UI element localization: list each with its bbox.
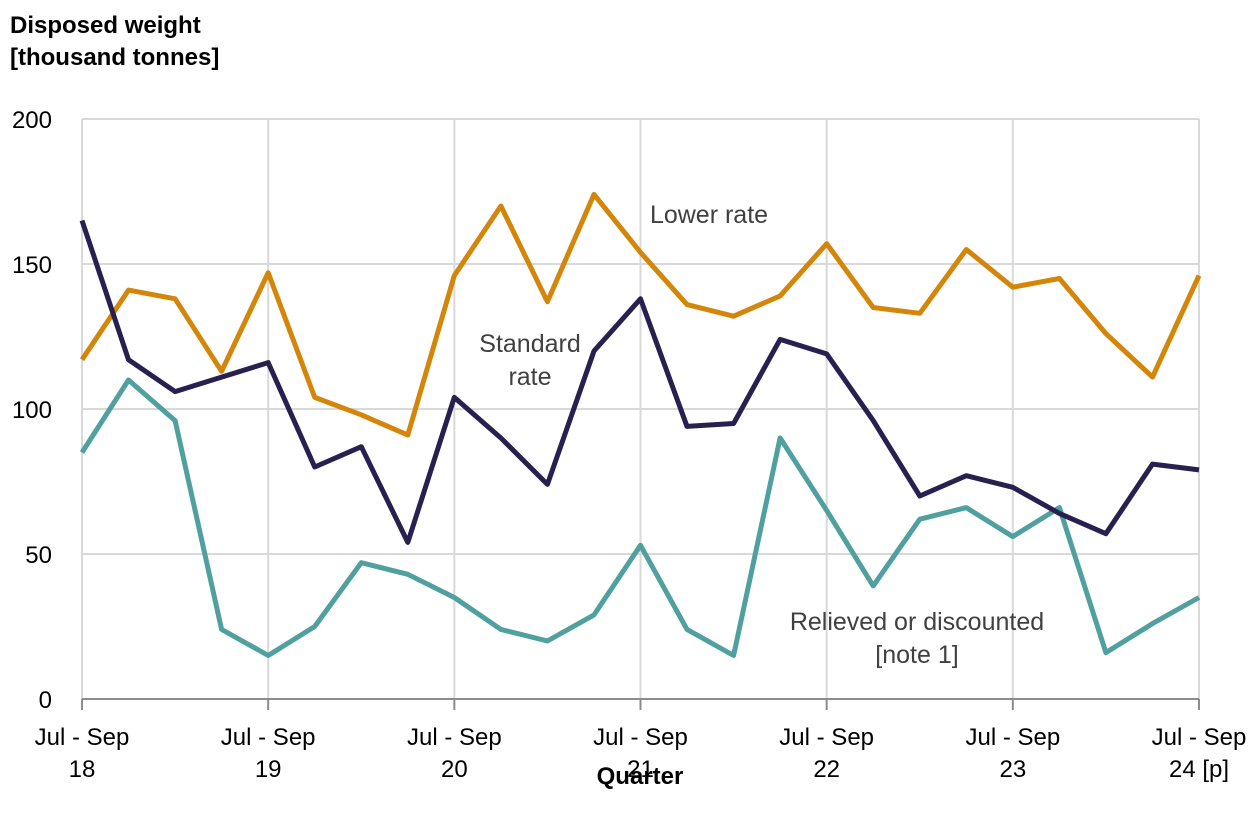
grid bbox=[81, 118, 1200, 699]
y-tick-label: 50 bbox=[25, 542, 52, 569]
x-tick-label-line1: Jul - Sep bbox=[221, 724, 316, 751]
x-tick-label-line2: 20 bbox=[441, 756, 468, 783]
series-lines bbox=[79, 191, 1202, 658]
y-tick-label: 150 bbox=[12, 252, 52, 279]
x-tick-label-line2: 19 bbox=[255, 756, 282, 783]
x-tick-label-line1: Jul - Sep bbox=[965, 724, 1060, 751]
series-line-lower bbox=[79, 191, 1202, 438]
series-label-relieved: [note 1] bbox=[875, 641, 958, 669]
x-axis-title: Quarter bbox=[597, 763, 684, 790]
y-tick-label: 100 bbox=[12, 397, 52, 424]
x-tick-label-line2: 23 bbox=[999, 756, 1026, 783]
x-tick-label-line1: Jul - Sep bbox=[407, 724, 502, 751]
x-tick-label-line2: 18 bbox=[69, 756, 96, 783]
x-tick-label-line1: Jul - Sep bbox=[35, 724, 130, 751]
x-tick-label-line2: 21 bbox=[627, 756, 654, 783]
x-tick-label-line1: Jul - Sep bbox=[593, 724, 688, 751]
series-line-relieved bbox=[79, 377, 1201, 658]
x-tick-label-line1: Jul - Sep bbox=[1152, 724, 1247, 751]
y-axis-title-line2: [thousand tonnes] bbox=[10, 44, 220, 71]
series-line-standard bbox=[79, 219, 1200, 545]
series-label-standard: Standard bbox=[479, 330, 580, 358]
x-tick-label-line1: Jul - Sep bbox=[779, 724, 874, 751]
axes: 0 50 100 150 200 Jul - Sep 18 Jul - Sep 19 Jul - … bbox=[12, 107, 1246, 783]
x-tick-label-line2: 22 bbox=[813, 756, 840, 783]
y-axis-title-line1: Disposed weight bbox=[10, 12, 201, 39]
y-axis-title: Disposed weight [thousand tonnes] bbox=[10, 10, 219, 74]
series-label-lower: Lower rate bbox=[650, 201, 768, 229]
y-tick-label: 200 bbox=[12, 107, 52, 134]
y-tick-label: 0 bbox=[39, 687, 52, 714]
series-labels: Lower rate Standard rate Relieved or discou… bbox=[479, 201, 1044, 669]
x-tick-label-line2: 24 [p] bbox=[1169, 756, 1229, 783]
series-label-relieved: Relieved or discounted bbox=[790, 608, 1044, 636]
series-label-standard: rate bbox=[508, 363, 551, 391]
